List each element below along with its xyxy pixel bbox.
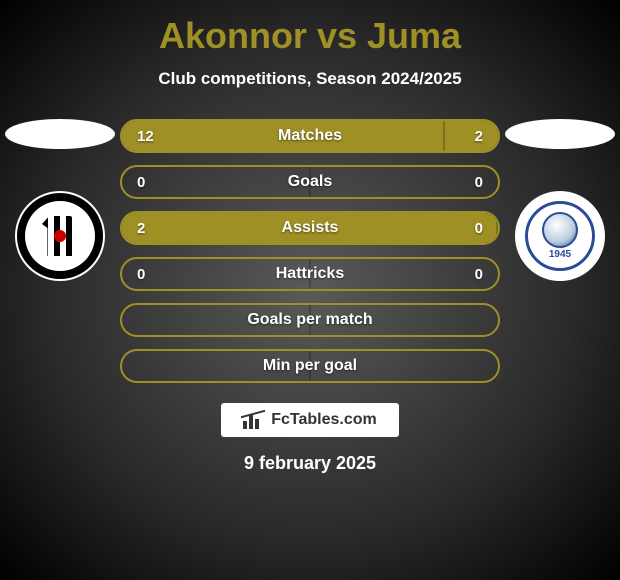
stat-value-right: 2 <box>475 121 483 151</box>
ball-icon <box>542 212 578 248</box>
right-club-year: 1945 <box>549 249 571 260</box>
right-player-portrait <box>505 119 615 149</box>
stat-bar: Matches12 2 <box>120 119 500 153</box>
stat-bar: Hattricks0 0 <box>120 257 500 291</box>
stat-bar: Goals per match <box>120 303 500 337</box>
stat-label: Goals <box>122 167 498 197</box>
stat-label: Assists <box>122 213 498 243</box>
right-club-logo: 1945 <box>515 191 605 281</box>
stat-label: Goals per match <box>122 305 498 335</box>
left-club-logo <box>15 191 105 281</box>
container: Akonnor vs Juma Club competitions, Seaso… <box>0 0 620 484</box>
left-player-col <box>0 119 120 281</box>
stat-value-left: 0 <box>137 167 145 197</box>
stat-value-left: 0 <box>137 259 145 289</box>
stat-value-left: 12 <box>137 121 154 151</box>
left-player-portrait <box>5 119 115 149</box>
brand-text: FcTables.com <box>271 411 377 429</box>
stat-bar: Assists2 0 <box>120 211 500 245</box>
stat-bars: Matches122Goals00Assists20Hattricks00Goa… <box>120 119 500 383</box>
stat-label: Min per goal <box>122 351 498 381</box>
stat-bar: Goals0 0 <box>120 165 500 199</box>
chart-icon <box>243 411 265 429</box>
brand-badge[interactable]: FcTables.com <box>221 403 399 437</box>
stat-value-right: 0 <box>475 259 483 289</box>
page-subtitle: Club competitions, Season 2024/2025 <box>158 69 461 89</box>
stat-label: Hattricks <box>122 259 498 289</box>
left-club-logo-inner <box>25 201 95 271</box>
right-player-col: 1945 <box>500 119 620 281</box>
stat-value-right: 0 <box>475 213 483 243</box>
stat-label: Matches <box>122 121 498 151</box>
stat-bar: Min per goal <box>120 349 500 383</box>
stat-value-left: 2 <box>137 213 145 243</box>
footer-date: 9 february 2025 <box>244 453 376 474</box>
comparison-area: Matches122Goals00Assists20Hattricks00Goa… <box>0 119 620 383</box>
stat-value-right: 0 <box>475 167 483 197</box>
right-club-logo-inner: 1945 <box>525 201 595 271</box>
jersey-icon <box>42 216 78 256</box>
page-title: Akonnor vs Juma <box>159 15 461 57</box>
